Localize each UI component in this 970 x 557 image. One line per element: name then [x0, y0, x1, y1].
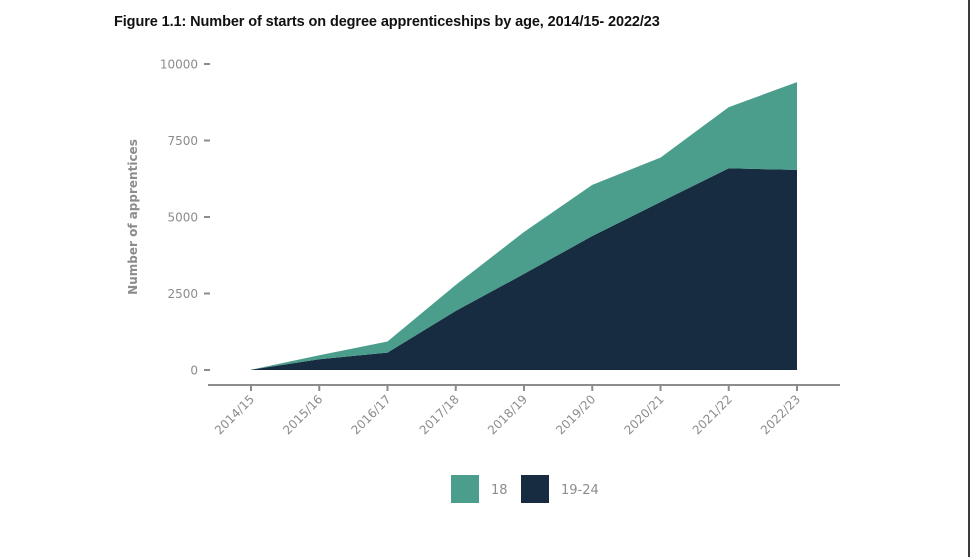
- legend: 18 19-24: [451, 475, 599, 503]
- page-border: [968, 0, 970, 557]
- x-tick-label: 2014/15: [212, 392, 257, 437]
- y-tick-label: 2500: [167, 287, 198, 301]
- x-tick-label: 2018/19: [485, 392, 530, 437]
- x-tick-label: 2021/22: [690, 392, 735, 437]
- y-tick-label: 10000: [160, 58, 198, 72]
- x-tick-label: 2022/23: [758, 392, 803, 437]
- legend-label-18: 18: [491, 483, 508, 498]
- y-tick-label: 5000: [167, 211, 198, 225]
- y-tick-label: 0: [190, 364, 198, 378]
- y-axis-title: Number of apprentices: [126, 139, 140, 295]
- plot-areas: [251, 82, 797, 370]
- x-axis: 2014/15 2015/16 2016/17 2017/18 2018/19 2019/…: [208, 384, 840, 437]
- legend-swatch-18: [451, 475, 479, 503]
- legend-label-19-24: 19-24: [561, 483, 599, 498]
- x-tick-label: 2017/18: [417, 392, 462, 437]
- y-axis: 0 2500 5000 7500 10000: [160, 58, 210, 378]
- x-tick-label: 2019/20: [553, 392, 598, 437]
- area-series-19-24: [251, 168, 797, 370]
- chart-title: Figure 1.1: Number of starts on degree a…: [114, 14, 660, 30]
- x-tick-label: 2015/16: [280, 392, 325, 437]
- legend-swatch-19-24: [521, 475, 549, 503]
- x-tick-label: 2020/21: [621, 392, 666, 437]
- y-tick-label: 7500: [167, 134, 198, 148]
- x-tick-label: 2016/17: [348, 392, 393, 437]
- area-series-18: [251, 82, 797, 370]
